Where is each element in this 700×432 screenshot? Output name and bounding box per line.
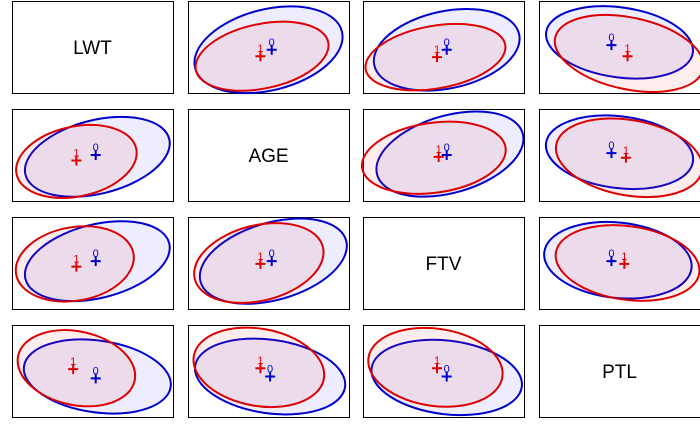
panel-ftv-vs-age: 01 [360, 110, 525, 198]
panel-frame [539, 1, 700, 94]
group-label: 0 [93, 248, 99, 260]
center-marker-group-1 [620, 152, 631, 163]
center-marker-group-0 [606, 256, 617, 267]
diagonal-panel-frame [188, 109, 350, 202]
variable-label: AGE [248, 146, 288, 167]
center-marker-group-1 [68, 364, 79, 375]
group-label: 1 [257, 355, 263, 367]
center-marker-group-0 [265, 371, 276, 382]
ellipse-group-0 [22, 338, 172, 415]
panel-ftv-vs-ptl: 01 [367, 326, 523, 417]
center-marker-group-1 [433, 151, 444, 162]
panel-frame [188, 1, 350, 94]
group-label: 0 [93, 142, 99, 154]
panel-frame [539, 109, 700, 202]
group-label: 1 [257, 251, 263, 263]
panel-frame [363, 1, 525, 94]
ellipse-group-1 [553, 13, 700, 93]
center-marker-group-1 [432, 52, 443, 63]
group-label: 0 [444, 37, 450, 49]
diagonal-panel-frame [12, 1, 174, 94]
panel-frame [12, 109, 174, 202]
panel-frame [539, 217, 700, 310]
group-label: 1 [73, 148, 79, 160]
ellipse-group-0 [544, 114, 695, 190]
center-marker-group-1 [622, 51, 633, 62]
panel-age-vs-lwt: 01 [193, 5, 344, 95]
group-label: 0 [444, 142, 450, 154]
panel-frame [12, 217, 174, 310]
panel-lwt-vs-ptl: 01 [16, 329, 172, 415]
panel-age-vs-ftv: 01 [193, 217, 348, 305]
center-marker-group-0 [606, 40, 617, 51]
group-label: 0 [444, 364, 450, 376]
center-marker-group-0 [266, 44, 277, 55]
panel-age-vs-ptl: 01 [192, 326, 347, 416]
center-marker-group-1 [71, 261, 82, 272]
ellipse-group-1 [14, 225, 135, 303]
panel-frame [188, 325, 350, 418]
group-label: 0 [608, 32, 614, 44]
center-marker-group-1 [255, 363, 266, 374]
center-marker-group-1 [255, 258, 266, 269]
center-marker-group-1 [432, 363, 443, 374]
panel-frame [363, 325, 525, 418]
group-label: 0 [267, 364, 273, 376]
diagonal-panel-frame [539, 325, 700, 418]
center-marker-group-0 [90, 150, 101, 160]
group-label: 1 [73, 254, 79, 266]
group-label: 1 [621, 251, 627, 263]
group-label: 1 [70, 356, 76, 368]
center-marker-group-1 [619, 258, 630, 269]
center-marker-group-0 [90, 373, 101, 384]
panel-frame [12, 325, 174, 418]
diagonal-panel-frame [363, 217, 525, 310]
group-label: 0 [269, 248, 275, 260]
panel-frame [188, 217, 350, 310]
center-marker-group-0 [441, 150, 452, 160]
panel-ftv-vs-lwt: 01 [364, 7, 521, 92]
group-label: 0 [608, 248, 614, 260]
group-label: 1 [434, 355, 440, 367]
group-label: 0 [608, 140, 614, 152]
variable-label: LWT [73, 38, 112, 59]
center-marker-group-1 [71, 155, 82, 166]
center-marker-group-0 [441, 44, 452, 55]
panel-lwt-vs-ftv: 01 [14, 220, 171, 303]
center-marker-group-0 [606, 148, 617, 159]
center-marker-group-1 [255, 51, 266, 62]
panel-lwt-vs-age: 01 [15, 115, 171, 199]
variable-label: PTL [602, 362, 637, 383]
group-label: 1 [623, 145, 629, 157]
group-label: 0 [93, 365, 99, 377]
group-label: 1 [624, 43, 630, 55]
ellipse-group-0 [23, 115, 171, 198]
panel-ptl-vs-lwt: 01 [544, 5, 700, 93]
center-marker-group-0 [90, 256, 101, 267]
group-label: 0 [269, 37, 275, 49]
variable-label: FTV [426, 254, 462, 275]
group-label: 1 [436, 144, 442, 156]
group-label: 1 [257, 43, 263, 55]
group-label: 1 [434, 44, 440, 56]
center-marker-group-0 [441, 371, 452, 382]
center-marker-group-0 [266, 256, 277, 267]
